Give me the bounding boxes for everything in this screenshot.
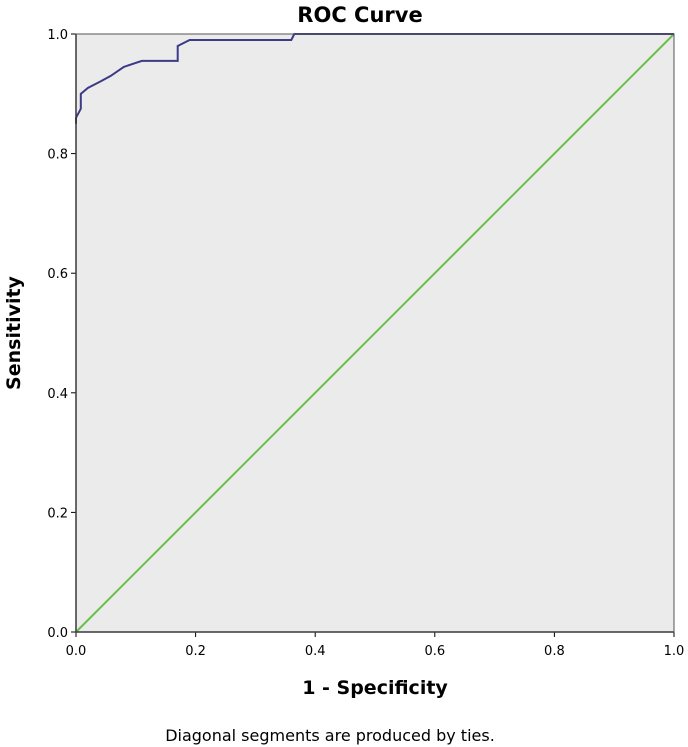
chart-footnote: Diagonal segments are produced by ties. bbox=[165, 726, 495, 745]
y-tick-label: 0.4 bbox=[47, 387, 68, 402]
y-tick-label: 1.0 bbox=[47, 28, 68, 43]
y-axis-ticks: 0.0 0.2 0.4 0.6 0.8 1.0 bbox=[47, 28, 76, 641]
y-tick-label: 0.6 bbox=[47, 267, 68, 282]
x-axis-label: 1 - Specificity bbox=[302, 677, 448, 699]
y-tick-label: 0.2 bbox=[47, 506, 68, 521]
x-tick-label: 1.0 bbox=[664, 644, 685, 659]
reference-diagonal-line bbox=[75, 33, 675, 633]
roc-curve-line bbox=[75, 33, 674, 124]
y-axis-label: Sensitivity bbox=[3, 275, 25, 389]
x-tick-label: 0.4 bbox=[305, 644, 326, 659]
x-tick-label: 0.8 bbox=[544, 644, 565, 659]
plot-border bbox=[75, 33, 675, 633]
x-tick-label: 0.0 bbox=[66, 644, 87, 659]
chart-title: ROC Curve bbox=[297, 3, 422, 27]
x-axis-ticks: 0.0 0.2 0.4 0.6 0.8 1.0 bbox=[66, 632, 685, 659]
y-tick-label: 0.8 bbox=[47, 148, 68, 163]
x-tick-label: 0.6 bbox=[424, 644, 445, 659]
x-tick-label: 0.2 bbox=[185, 644, 206, 659]
y-tick-label: 0.0 bbox=[47, 626, 68, 641]
